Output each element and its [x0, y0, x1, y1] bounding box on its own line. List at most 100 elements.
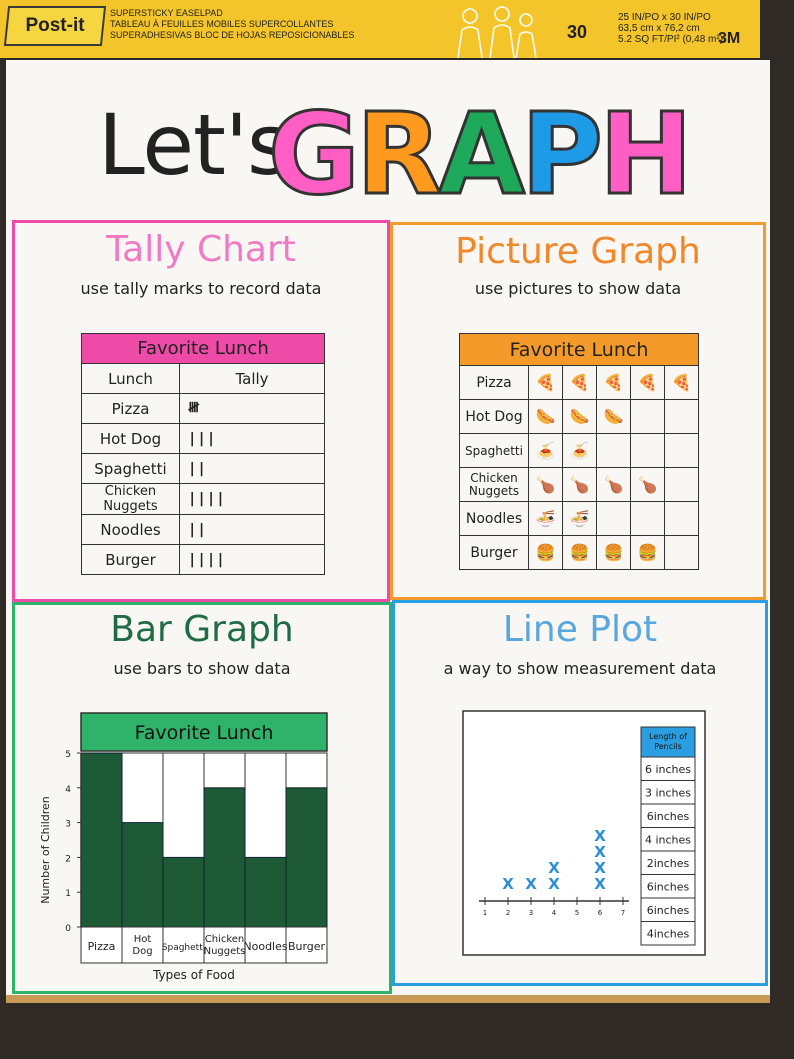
empty-cell — [664, 433, 699, 468]
title-lets: Let's — [98, 96, 291, 194]
measurement-value: 3 inches — [645, 787, 691, 800]
x-tick-label: 2 — [506, 909, 510, 917]
post-it-logo: Post-it — [3, 6, 107, 46]
table-row: Hot Dog ||| — [81, 423, 325, 454]
empty-cell — [630, 399, 665, 434]
picture-table: Favorite Lunch Pizza 🍕 🍕 🍕 🍕 🍕 Hot Dog 🌭 🌭 🌭 Spa… — [459, 333, 699, 570]
burger-icon: 🍔 — [596, 535, 631, 570]
bar-graph-section: Bar Graph use bars to show data Favorite… — [12, 602, 392, 994]
dim-line-3: 5.2 SQ FT/PI² (0,48 m²) — [618, 34, 724, 45]
picture-graph-section: Picture Graph use pictures to show data … — [390, 222, 766, 600]
tally-marks: ||| — [179, 423, 325, 454]
pad-line-2: TABLEAU À FEUILLES MOBILES SUPERCOLLANTE… — [110, 19, 334, 29]
burger-icon: 🍔 — [630, 535, 665, 570]
tally-food: Pizza — [81, 393, 180, 424]
bar-subtitle: use bars to show data — [113, 659, 291, 678]
x-mark: X — [502, 875, 514, 893]
pad-line-3: SUPERADHESIVAS BLOC DE HOJAS REPOSICIONA… — [110, 30, 355, 40]
x-mark: X — [594, 859, 606, 877]
y-tick-label: 1 — [65, 889, 71, 899]
picture-food: Chicken Nuggets — [459, 467, 529, 502]
measurement-value: 6inches — [647, 904, 690, 917]
x-tick-label: 5 — [575, 909, 579, 917]
y-tick-label: 2 — [65, 854, 71, 864]
nugget-icon: 🍗 — [528, 467, 563, 502]
title-graph: GRAPH — [267, 89, 695, 222]
title-letter-a: A — [437, 89, 527, 222]
x-tick-label: Noodles — [243, 940, 287, 953]
measurement-row — [640, 921, 696, 946]
pizza-icon: 🍕 — [562, 365, 597, 400]
x-tick-label: 6 — [598, 909, 603, 917]
picture-title: Picture Graph — [455, 231, 701, 272]
3m-logo: 3M — [718, 30, 741, 47]
y-axis-label: Number of Children — [39, 796, 52, 904]
x-tick-label: Chicken Nuggets — [204, 934, 246, 957]
table-row: Spaghetti || — [81, 453, 325, 484]
tally-marks: |||| — [179, 544, 325, 575]
pizza-icon: 🍕 — [664, 365, 699, 400]
empty-cell — [664, 501, 699, 536]
title-letter-g: G — [267, 89, 362, 222]
tally-chart-section: Tally Chart use tally marks to record da… — [12, 220, 390, 602]
x-tick-label: 3 — [529, 909, 533, 917]
tally-table: Favorite Lunch Lunch Tally Pizza 𝍸 Hot Do… — [81, 333, 325, 575]
bar-noodles — [244, 856, 287, 928]
empty-cell — [630, 501, 665, 536]
x-mark: X — [594, 843, 606, 861]
empty-cell — [664, 467, 699, 502]
table-row: Spaghetti 🍝 🍝 — [459, 433, 699, 468]
measurement-value: 2inches — [647, 857, 690, 870]
measurement-value: 6inches — [647, 881, 690, 894]
dim-line-2: 63,5 cm x 76,2 cm — [618, 23, 700, 34]
x-tick-label: Pizza — [88, 940, 116, 953]
tally-title: Tally Chart — [106, 229, 296, 270]
x-axis-label: Types of Food — [152, 968, 235, 982]
burger-icon: 🍔 — [528, 535, 563, 570]
bar-spaghetti — [162, 856, 205, 928]
x-tick-label: 1 — [483, 909, 487, 917]
pizza-icon: 🍕 — [528, 365, 563, 400]
table-row: Hot Dog 🌭 🌭 🌭 — [459, 399, 699, 434]
measurement-table-title: Length of Pencils — [649, 732, 687, 751]
tally-marks: || — [179, 453, 325, 484]
empty-cell — [596, 433, 631, 468]
pad-dimensions: 25 IN/PO x 30 IN/PO 63,5 cm x 76,2 cm 5.… — [618, 12, 723, 45]
post-it-logo-text: Post-it — [25, 15, 85, 36]
bar-chicken-nuggets — [203, 787, 246, 928]
tally-marks: || — [179, 514, 325, 545]
table-row: Chicken Nuggets |||| — [81, 483, 325, 515]
line-plot-section: Line Plot a way to show measurement data… — [392, 600, 768, 986]
measurement-value: 4inches — [647, 928, 690, 941]
empty-cell — [664, 535, 699, 570]
picture-subtitle: use pictures to show data — [474, 279, 682, 298]
picture-food: Burger — [459, 535, 529, 570]
bar-title: Bar Graph — [110, 609, 294, 650]
measurement-value: 6 inches — [645, 763, 691, 776]
table-row: Pizza 🍕 🍕 🍕 🍕 🍕 — [459, 365, 699, 400]
bar-burger — [285, 787, 328, 928]
easel-pad-header: Post-it SUPERSTICKY EASELPAD TABLEAU À F… — [0, 0, 760, 58]
bar-chart: Favorite Lunch 0 1 2 3 4 5 Pizza Hot Dog Spaghetti… — [39, 712, 328, 982]
sheet-count: 30 — [567, 22, 588, 42]
picture-food: Hot Dog — [459, 399, 529, 434]
easel-tray — [6, 995, 770, 1003]
burger-icon: 🍔 — [562, 535, 597, 570]
bar-table-title: Favorite Lunch — [135, 722, 274, 744]
tally-food: Burger — [81, 544, 180, 575]
x-mark: X — [548, 859, 560, 877]
bar-pizza — [80, 752, 123, 928]
noodle-bowl-icon: 🍜 — [562, 501, 597, 536]
bar-hot-dog — [121, 822, 164, 928]
hotdog-icon: 🌭 — [596, 399, 631, 434]
measurement-value: 6inches — [647, 810, 690, 823]
tally-col-tally: Tally — [179, 363, 325, 394]
table-row: Burger |||| — [81, 544, 325, 575]
title-letter-p: P — [519, 89, 604, 222]
empty-cell — [596, 501, 631, 536]
x-mark: X — [525, 875, 537, 893]
x-mark: X — [594, 875, 606, 893]
hotdog-icon: 🌭 — [562, 399, 597, 434]
tally-table-title: Favorite Lunch — [81, 333, 325, 364]
